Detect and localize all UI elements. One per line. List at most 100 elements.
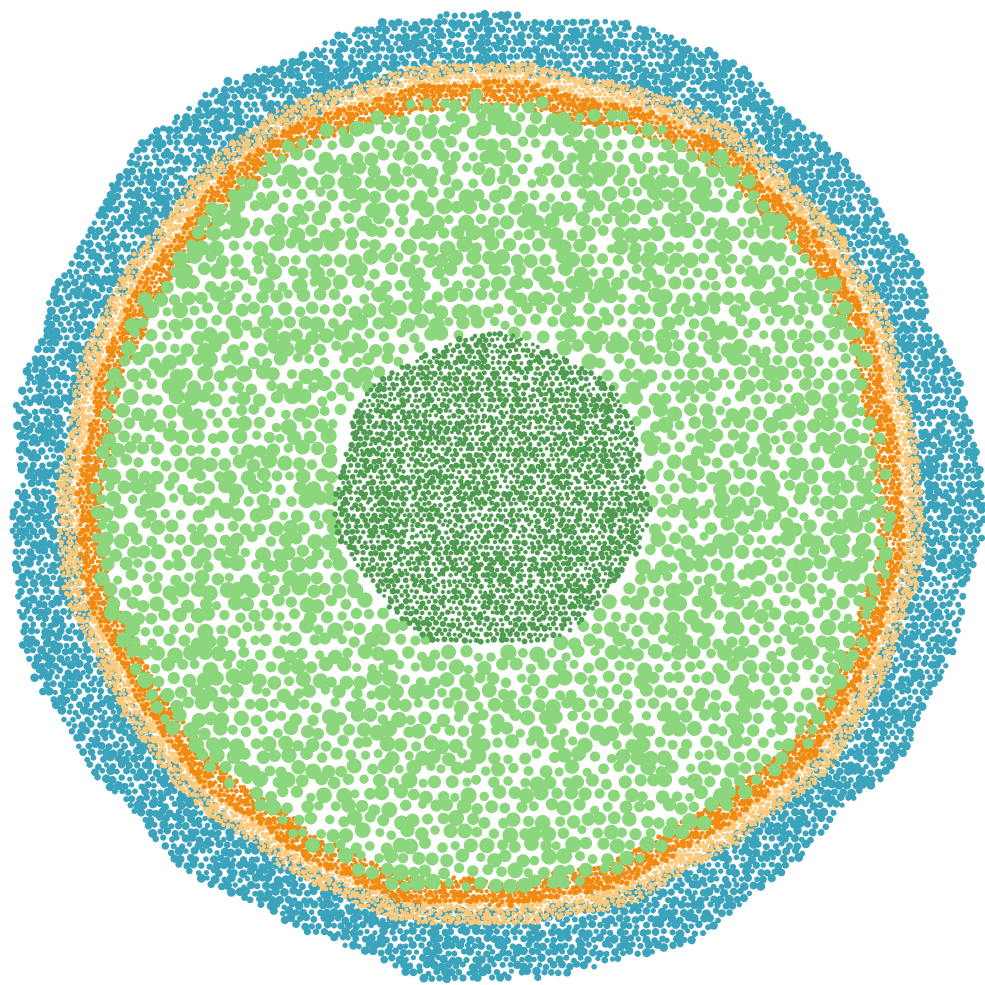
outer-ring-dot bbox=[647, 71, 655, 80]
outer-ring-dot bbox=[120, 742, 129, 750]
outer-ring-dot bbox=[723, 880, 732, 889]
outer-ring-dot bbox=[809, 131, 817, 139]
outer-ring-dot bbox=[68, 672, 77, 681]
outer-ring-dot bbox=[939, 399, 947, 407]
outer-ring-dot bbox=[90, 248, 97, 255]
pale-orange-band-dot bbox=[118, 286, 122, 291]
outer-ring-dot bbox=[50, 546, 59, 555]
outer-ring-dot bbox=[29, 501, 37, 509]
outer-ring-dot bbox=[890, 260, 898, 269]
outer-ring-dot bbox=[909, 385, 918, 393]
outer-ring-dot bbox=[625, 64, 634, 72]
outer-ring-dot bbox=[418, 942, 425, 949]
outer-ring-dot bbox=[369, 54, 375, 61]
outer-ring-dot bbox=[118, 736, 125, 743]
pale-orange-band-dot bbox=[389, 87, 394, 92]
outer-ring-dot bbox=[854, 185, 862, 192]
outer-ring-dot bbox=[520, 24, 528, 32]
outer-ring-dot bbox=[425, 18, 433, 27]
outer-ring-dot bbox=[575, 65, 582, 71]
outer-ring-dot bbox=[783, 138, 793, 148]
outer-ring-dot bbox=[849, 225, 856, 232]
outer-ring-dot bbox=[892, 319, 899, 327]
outer-ring-dot bbox=[592, 74, 600, 82]
outer-ring-dot bbox=[656, 52, 664, 60]
outer-ring-dot bbox=[44, 408, 53, 417]
outer-ring-dot bbox=[642, 907, 651, 915]
outer-ring-dot bbox=[261, 881, 271, 891]
pale-orange-band-dot bbox=[807, 198, 811, 203]
pale-orange-band-dot bbox=[376, 91, 382, 97]
outer-ring-dot bbox=[915, 602, 922, 609]
outer-ring-dot bbox=[126, 159, 135, 167]
outer-ring-dot bbox=[392, 947, 400, 955]
outer-ring-dot bbox=[736, 72, 744, 79]
outer-ring-dot bbox=[956, 379, 964, 387]
outer-ring-dot bbox=[349, 47, 357, 55]
outer-ring-dot bbox=[485, 17, 494, 26]
pale-orange-band-dot bbox=[456, 80, 461, 84]
outer-ring-dot bbox=[534, 973, 542, 982]
outer-ring-dot bbox=[939, 412, 946, 420]
outer-ring-dot bbox=[588, 920, 597, 929]
outer-ring-dot bbox=[760, 99, 769, 107]
pale-orange-band-dot bbox=[699, 116, 704, 122]
outer-ring-dot bbox=[903, 248, 911, 255]
outer-ring-dot bbox=[25, 380, 31, 386]
pale-orange-band-dot bbox=[824, 227, 829, 231]
outer-ring-dot bbox=[520, 935, 528, 943]
outer-ring-dot bbox=[965, 515, 971, 521]
outer-ring-dot bbox=[926, 326, 933, 333]
outer-ring-dot bbox=[940, 588, 947, 595]
outer-ring-dot bbox=[360, 40, 368, 48]
outer-ring-dot bbox=[322, 40, 328, 46]
pale-orange-band-dot bbox=[278, 121, 283, 126]
outer-ring-dot bbox=[366, 63, 376, 74]
outer-ring-dot bbox=[39, 579, 47, 587]
outer-ring-dot bbox=[842, 780, 852, 790]
pale-orange-band-dot bbox=[263, 130, 268, 135]
outer-ring-dot bbox=[115, 173, 125, 182]
outer-ring-dot bbox=[35, 560, 42, 566]
outer-ring-dot bbox=[459, 961, 466, 968]
outer-ring-dot bbox=[924, 493, 932, 501]
outer-ring-dot bbox=[518, 38, 527, 47]
pale-orange-band-dot bbox=[420, 65, 425, 71]
outer-ring-dot bbox=[88, 736, 95, 743]
outer-ring-dot bbox=[900, 254, 908, 263]
outer-ring-dot bbox=[388, 953, 396, 962]
outer-ring-dot bbox=[900, 344, 910, 354]
outer-ring-dot bbox=[530, 40, 536, 46]
outer-ring-dot bbox=[237, 877, 243, 884]
outer-ring-dot bbox=[746, 132, 755, 140]
outer-ring-dot bbox=[55, 599, 63, 607]
outer-ring-dot bbox=[190, 124, 200, 133]
outer-ring-dot bbox=[971, 539, 980, 548]
outer-ring-dot bbox=[976, 505, 985, 514]
outer-ring-dot bbox=[651, 928, 660, 936]
pale-orange-band-dot bbox=[682, 105, 688, 111]
outer-ring-dot bbox=[209, 92, 215, 98]
pale-orange-band-dot bbox=[524, 74, 530, 80]
outer-ring-dot bbox=[484, 31, 493, 39]
outer-ring-dot bbox=[116, 186, 123, 193]
outer-ring-dot bbox=[53, 580, 60, 588]
pale-orange-band-dot bbox=[680, 102, 684, 106]
outer-ring-dot bbox=[329, 38, 337, 47]
pale-orange-band-dot bbox=[796, 205, 802, 211]
outer-ring-dot bbox=[15, 593, 22, 600]
outer-ring-dot bbox=[933, 333, 940, 340]
pale-orange-band-dot bbox=[435, 78, 441, 84]
pale-orange-band-dot bbox=[723, 125, 727, 130]
pale-orange-band-dot bbox=[844, 249, 848, 253]
outer-ring-dot bbox=[966, 542, 973, 548]
outer-ring-dot bbox=[737, 887, 744, 895]
outer-ring-dot bbox=[714, 887, 720, 894]
outer-ring-dot bbox=[76, 701, 83, 709]
outer-ring-dot bbox=[33, 653, 43, 663]
outer-ring-dot bbox=[772, 105, 778, 111]
pale-orange-band-dot bbox=[139, 247, 145, 253]
pale-orange-band-dot bbox=[554, 67, 558, 72]
outer-ring-dot bbox=[938, 668, 945, 675]
